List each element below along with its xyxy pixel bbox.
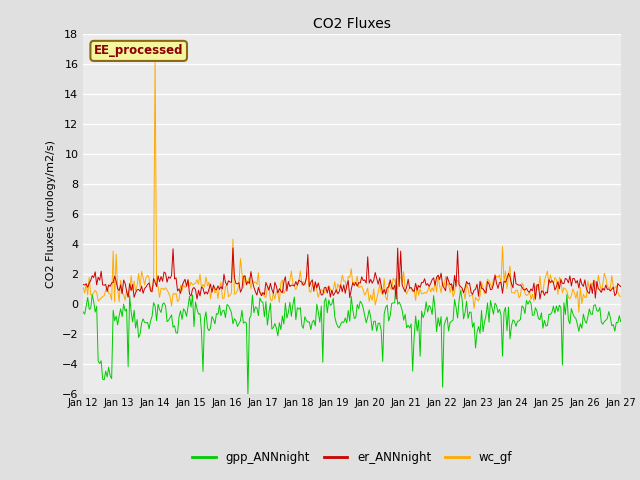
Text: EE_processed: EE_processed (94, 44, 184, 58)
Y-axis label: CO2 Fluxes (urology/m2/s): CO2 Fluxes (urology/m2/s) (46, 140, 56, 288)
Legend: gpp_ANNnight, er_ANNnight, wc_gf: gpp_ANNnight, er_ANNnight, wc_gf (188, 446, 516, 469)
Title: CO2 Fluxes: CO2 Fluxes (313, 17, 391, 31)
